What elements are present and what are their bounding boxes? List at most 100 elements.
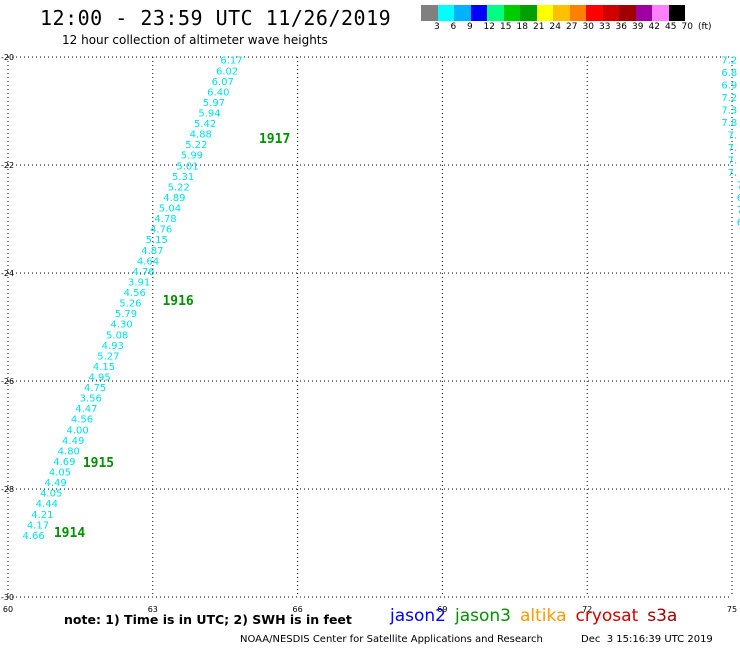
wave-height-point: 4.76 <box>132 267 154 278</box>
wave-height-point: 5.15 <box>146 235 168 246</box>
wave-height-point: 4.66 <box>22 531 44 542</box>
y-tick-label: -20 <box>1 53 14 62</box>
wave-height-point-edge: 6 <box>737 218 740 229</box>
y-tick-label: -22 <box>1 161 14 170</box>
wave-height-point-edge: 6.9 <box>721 81 737 92</box>
wave-height-point-edge: 7. <box>728 143 738 154</box>
wave-height-point: 5.99 <box>181 151 203 162</box>
wave-height-point-edge: 7.2 <box>721 93 737 104</box>
legend-swatch <box>536 5 553 21</box>
wave-height-point: 4.93 <box>102 341 124 352</box>
color-scale-legend <box>421 5 685 21</box>
legend-swatch <box>503 5 520 21</box>
chart-title: 12:00 - 23:59 UTC 11/26/2019 <box>40 6 392 30</box>
wave-height-point: 5.22 <box>185 140 207 151</box>
legend-label: 18 <box>516 22 528 32</box>
legend-swatch <box>652 5 669 21</box>
wave-height-point: 4.21 <box>31 510 53 521</box>
wave-height-point: 4.78 <box>154 214 176 225</box>
legend-label: 21 <box>533 22 545 32</box>
wave-height-point: 4.17 <box>27 520 49 531</box>
wave-height-point: 4.49 <box>62 436 84 447</box>
footer-timestamp: Dec 3 15:16:39 UTC 2019 <box>581 634 713 645</box>
wave-height-point-edge: 6 <box>737 193 740 204</box>
wave-height-point: 5.94 <box>198 109 220 120</box>
legend-label: 24 <box>549 22 561 32</box>
wave-height-point: 4.95 <box>88 373 110 384</box>
wave-height-point: 4.15 <box>93 362 115 373</box>
wave-height-point: 4.44 <box>36 499 58 510</box>
wave-height-point: 4.05 <box>40 489 62 500</box>
chart-subtitle: 12 hour collection of altimeter wave hei… <box>62 33 328 47</box>
legend-swatch <box>520 5 537 21</box>
y-tick-label: -24 <box>1 269 14 278</box>
wave-height-point-edge: 7 <box>737 205 740 216</box>
wave-height-point: 4.56 <box>71 415 93 426</box>
wave-height-point-edge: 7. <box>728 168 738 179</box>
wave-height-point: 4.69 <box>53 457 75 468</box>
x-tick-label: 72 <box>582 605 592 614</box>
y-tick-label: -28 <box>1 485 14 494</box>
wave-height-point: 6.40 <box>207 87 229 98</box>
wave-height-point: 4.30 <box>110 320 132 331</box>
y-tick-label: -30 <box>1 593 14 602</box>
x-tick-label: 75 <box>727 605 737 614</box>
wave-height-point: 4.56 <box>124 288 146 299</box>
wave-height-point: 3.56 <box>80 394 102 405</box>
legend-label: 45 <box>665 22 677 32</box>
pass-number-label: 1916 <box>162 294 193 309</box>
mission-cryosat: cryosat <box>575 606 639 626</box>
mission-s3a: s3a <box>647 606 678 626</box>
x-tick-label: 63 <box>148 605 158 614</box>
wave-height-point: 4.88 <box>190 130 212 141</box>
wave-height-point: 5.79 <box>115 309 137 320</box>
legend-swatch <box>454 5 471 21</box>
wave-height-point: 4.05 <box>49 468 71 479</box>
wave-height-point: 4.80 <box>58 446 80 457</box>
wave-height-point: 5.04 <box>159 204 181 215</box>
wave-height-point: 5.26 <box>119 299 141 310</box>
color-scale-labels: 3 6 9 12 15 18 21 24 27 30 33 36 39 42 45 70 (ft) <box>421 22 740 34</box>
wave-height-point: 4.87 <box>141 246 163 257</box>
legend-label: 36 <box>615 22 627 32</box>
legend-swatch <box>470 5 487 21</box>
legend-label: 12 <box>483 22 495 32</box>
x-tick-label: 66 <box>293 605 303 614</box>
legend-swatch <box>437 5 454 21</box>
legend-swatch <box>668 5 685 21</box>
wave-height-point-edge: 7. <box>728 155 738 166</box>
wave-height-point: 3.91 <box>128 277 150 288</box>
wave-height-point: 5.22 <box>168 182 190 193</box>
legend-swatch <box>586 5 603 21</box>
y-tick-label: -26 <box>1 377 14 386</box>
wave-height-point: 4.89 <box>163 193 185 204</box>
wave-height-point: 5.42 <box>194 119 216 130</box>
legend-label: 6 <box>450 22 457 32</box>
mission-legend: jason2 jason3 altika cryosat s3a <box>390 606 686 626</box>
wave-height-point: 5.08 <box>106 330 128 341</box>
legend-swatch <box>421 5 438 21</box>
wave-height-point-edge: 7.8 <box>721 118 737 129</box>
mission-jason3: jason3 <box>455 606 511 626</box>
pass-number-label: 1917 <box>259 132 290 147</box>
legend-swatch <box>635 5 652 21</box>
wave-height-point: 4.00 <box>66 425 88 436</box>
x-tick-label: 69 <box>437 605 447 614</box>
wave-height-point-edge: 7.3 <box>721 106 737 117</box>
mission-altika: altika <box>520 606 567 626</box>
legend-swatch <box>553 5 570 21</box>
legend-label: 27 <box>566 22 578 32</box>
wave-height-point: 6.02 <box>216 66 238 77</box>
legend-label: 33 <box>599 22 611 32</box>
legend-swatch <box>569 5 586 21</box>
wave-height-point-edge: 7.2 <box>721 56 737 67</box>
wave-height-point: 4.47 <box>75 404 97 415</box>
footer-credit: NOAA/NESDIS Center for Satellite Applica… <box>240 634 543 645</box>
wave-height-point: 5.31 <box>172 172 194 183</box>
legend-swatch <box>619 5 636 21</box>
wave-height-point: 4.49 <box>44 478 66 489</box>
wave-height-point: 5.01 <box>176 161 198 172</box>
note-text: note: 1) Time is in UTC; 2) SWH is in fe… <box>64 612 352 627</box>
pass-number-label: 1914 <box>54 526 85 541</box>
